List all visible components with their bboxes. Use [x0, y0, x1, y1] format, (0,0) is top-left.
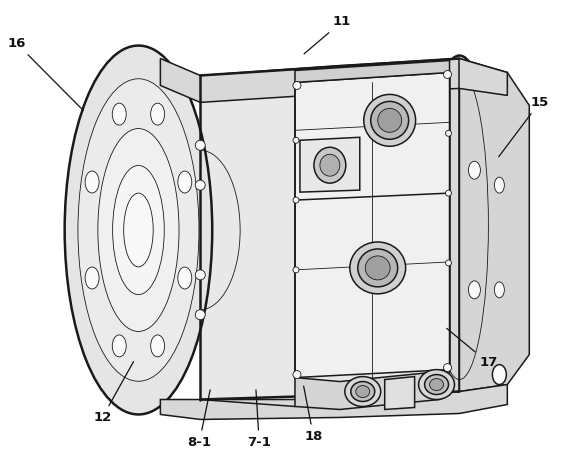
Ellipse shape — [468, 161, 480, 179]
Ellipse shape — [366, 256, 390, 280]
Text: 11: 11 — [304, 15, 351, 54]
Ellipse shape — [430, 379, 443, 390]
Ellipse shape — [293, 197, 299, 203]
Polygon shape — [160, 384, 507, 419]
Ellipse shape — [293, 137, 299, 143]
Ellipse shape — [112, 103, 126, 125]
Polygon shape — [160, 58, 507, 102]
Ellipse shape — [350, 242, 406, 294]
Text: 17: 17 — [447, 328, 498, 369]
Polygon shape — [459, 58, 529, 391]
Ellipse shape — [85, 267, 99, 289]
Ellipse shape — [98, 128, 179, 332]
Ellipse shape — [358, 249, 398, 287]
Ellipse shape — [443, 364, 451, 372]
Ellipse shape — [78, 79, 199, 381]
Text: 18: 18 — [304, 386, 323, 443]
Polygon shape — [385, 376, 415, 410]
Ellipse shape — [492, 365, 506, 384]
Ellipse shape — [150, 335, 165, 357]
Ellipse shape — [446, 190, 451, 196]
Ellipse shape — [494, 282, 505, 298]
Text: 12: 12 — [93, 361, 133, 424]
Ellipse shape — [314, 147, 346, 183]
Ellipse shape — [320, 154, 340, 176]
Ellipse shape — [351, 382, 375, 402]
Ellipse shape — [293, 371, 301, 379]
Ellipse shape — [446, 260, 451, 266]
Polygon shape — [300, 137, 360, 192]
Text: 15: 15 — [499, 96, 549, 157]
Ellipse shape — [364, 94, 416, 146]
Polygon shape — [200, 61, 462, 399]
Polygon shape — [295, 369, 450, 410]
Ellipse shape — [378, 108, 402, 132]
Ellipse shape — [124, 193, 153, 267]
Polygon shape — [295, 61, 450, 83]
Text: 16: 16 — [7, 37, 84, 111]
Ellipse shape — [65, 46, 212, 414]
Ellipse shape — [112, 335, 126, 357]
Ellipse shape — [443, 71, 451, 78]
Ellipse shape — [195, 310, 205, 320]
Ellipse shape — [195, 180, 205, 190]
Ellipse shape — [424, 56, 495, 395]
Ellipse shape — [468, 281, 480, 299]
Polygon shape — [136, 58, 160, 399]
Ellipse shape — [150, 103, 165, 125]
Text: 8-1: 8-1 — [187, 390, 211, 449]
Ellipse shape — [195, 270, 205, 280]
Ellipse shape — [494, 177, 505, 193]
Ellipse shape — [439, 371, 451, 389]
Ellipse shape — [424, 375, 448, 395]
Text: 7-1: 7-1 — [247, 390, 271, 449]
Ellipse shape — [345, 376, 381, 406]
Ellipse shape — [446, 130, 451, 136]
Ellipse shape — [178, 267, 192, 289]
Ellipse shape — [293, 267, 299, 273]
Ellipse shape — [113, 165, 164, 295]
Ellipse shape — [293, 81, 301, 89]
Polygon shape — [295, 72, 450, 378]
Ellipse shape — [371, 101, 408, 139]
Ellipse shape — [85, 171, 99, 193]
Ellipse shape — [195, 140, 205, 150]
Ellipse shape — [419, 369, 455, 399]
Ellipse shape — [178, 171, 192, 193]
Ellipse shape — [356, 386, 370, 397]
